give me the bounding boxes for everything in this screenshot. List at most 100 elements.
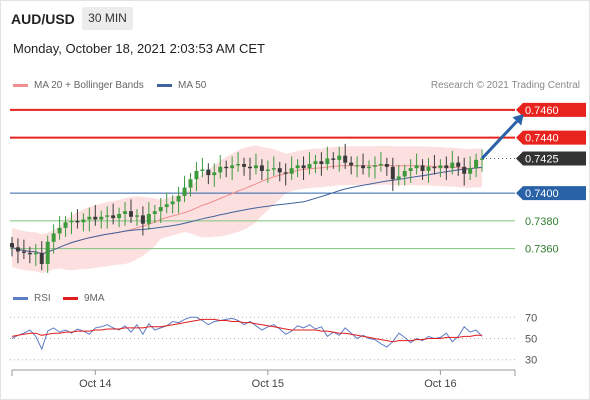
level-tag-shape-0.7460: [516, 102, 586, 117]
candle-body: [21, 251, 26, 253]
candle-body: [117, 213, 122, 219]
level-label-0.7460: 0.7460: [525, 105, 559, 117]
candles: [10, 143, 485, 273]
level-tag-0.7425: 0.7425: [516, 151, 586, 166]
legend-rsi-label: RSI: [34, 293, 51, 304]
level-label-0.7400: 0.7400: [525, 188, 559, 200]
candle-body: [81, 219, 86, 223]
legend-9ma: 9MA: [63, 293, 105, 304]
candle-body: [343, 155, 348, 163]
candle-body: [480, 158, 485, 160]
candle-body: [408, 168, 413, 171]
candle-body: [390, 166, 395, 180]
candle-body: [444, 165, 449, 169]
timeframe-badge[interactable]: 30 MIN: [82, 7, 133, 30]
candle-body: [402, 170, 407, 177]
candle-body: [69, 220, 74, 223]
candle-body: [218, 166, 223, 173]
candle-body: [420, 165, 425, 171]
ma50-line: [11, 166, 483, 255]
candle-body: [105, 215, 110, 217]
candle-body: [158, 207, 163, 212]
candle-body: [140, 215, 145, 224]
candle-body: [242, 164, 247, 167]
candle-body: [170, 201, 175, 205]
candle-body: [325, 158, 330, 165]
candle-body: [75, 220, 80, 223]
candle-body: [188, 179, 193, 188]
candle-body: [212, 172, 217, 176]
candle-body: [301, 165, 306, 169]
candle-body: [194, 170, 199, 180]
candle-body: [474, 159, 479, 169]
candle-body: [456, 162, 461, 167]
x-tick-label: Oct 14: [79, 378, 111, 390]
chart-header: AUD/USD 30 MIN: [0, 0, 590, 38]
legend-9ma-swatch: [63, 296, 78, 300]
candle-body: [99, 216, 104, 220]
candle-body: [111, 215, 116, 219]
legend-ma20-label: MA 20 + Bollinger Bands: [34, 80, 144, 91]
level-tag-0.7380: 0.7380: [525, 216, 559, 228]
level-label-0.7380: 0.7380: [525, 216, 559, 228]
candle-body: [63, 222, 68, 228]
legend-rsi-swatch: [13, 296, 28, 300]
candle-body: [152, 211, 157, 214]
rsi-tick-50: 50: [525, 334, 537, 346]
candle-body: [307, 164, 312, 169]
candle-body: [15, 247, 20, 252]
candle-body: [361, 165, 366, 169]
candle-body: [146, 213, 151, 224]
candle-body: [396, 176, 401, 180]
level-tag-0.7400: 0.7400: [516, 186, 586, 201]
candle-body: [432, 166, 437, 169]
legend-ma20: MA 20 + Bollinger Bands: [13, 80, 144, 91]
candle-body: [349, 162, 354, 166]
candle-body: [33, 252, 38, 255]
target-arrow-head: [512, 114, 524, 126]
candle-body: [87, 216, 92, 220]
candle-body: [367, 166, 371, 169]
candle-body: [10, 243, 14, 248]
candle-body: [462, 166, 467, 174]
candle-body: [129, 211, 133, 217]
candle-body: [164, 204, 169, 208]
candle-body: [438, 165, 443, 169]
candle-body: [313, 161, 318, 165]
candle-body: [414, 165, 419, 169]
candle-body: [372, 165, 377, 167]
legend-ma50: MA 50: [157, 80, 206, 91]
candle-body: [27, 252, 32, 255]
candle-body: [200, 169, 205, 171]
legend-ma20-swatch: [13, 83, 28, 87]
legend-ma50-swatch: [157, 83, 172, 87]
level-tag-shape-0.7400: [516, 186, 586, 201]
candle-body: [319, 161, 324, 165]
candle-body: [253, 165, 258, 169]
level-tag-shape-0.7440: [516, 130, 586, 145]
candle-body: [378, 164, 383, 166]
candle-body: [134, 215, 139, 217]
candle-body: [176, 195, 181, 202]
candle-body: [248, 166, 252, 169]
candle-body: [265, 169, 270, 171]
target-arrow-shaft: [480, 120, 518, 160]
candle-body: [259, 165, 264, 171]
level-tag-0.7360: 0.7360: [525, 244, 559, 256]
candle-body: [331, 158, 336, 160]
level-label-0.7360: 0.7360: [525, 244, 559, 256]
candle-body: [182, 187, 187, 196]
level-tag-shape-0.7425: [516, 151, 586, 166]
candle-body: [236, 164, 241, 166]
candle-body: [283, 172, 288, 174]
candle-body: [468, 168, 473, 174]
candle-body: [337, 155, 342, 160]
candle-body: [206, 169, 211, 176]
candle-body: [289, 168, 294, 174]
level-label-0.7425: 0.7425: [525, 153, 559, 165]
candle-body: [355, 165, 360, 167]
chart-timestamp: Monday, October 18, 2021 2:03:53 AM CET: [13, 41, 265, 56]
candle-body: [224, 166, 229, 169]
candle-body: [230, 165, 235, 169]
